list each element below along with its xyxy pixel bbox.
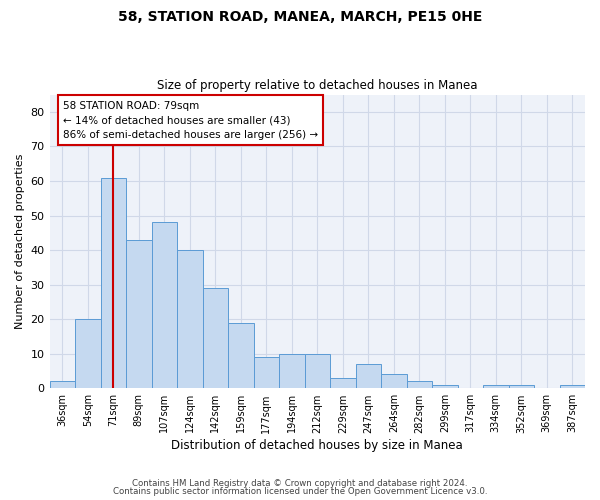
- Bar: [432, 385, 458, 388]
- Bar: [407, 382, 432, 388]
- Bar: [50, 382, 75, 388]
- X-axis label: Distribution of detached houses by size in Manea: Distribution of detached houses by size …: [172, 440, 463, 452]
- Bar: [356, 364, 381, 388]
- Bar: [483, 385, 509, 388]
- Bar: [126, 240, 152, 388]
- Bar: [203, 288, 228, 388]
- Bar: [75, 319, 101, 388]
- Bar: [560, 385, 585, 388]
- Bar: [101, 178, 126, 388]
- Bar: [152, 222, 177, 388]
- Bar: [228, 322, 254, 388]
- Text: 58 STATION ROAD: 79sqm
← 14% of detached houses are smaller (43)
86% of semi-det: 58 STATION ROAD: 79sqm ← 14% of detached…: [63, 100, 318, 140]
- Bar: [305, 354, 330, 388]
- Title: Size of property relative to detached houses in Manea: Size of property relative to detached ho…: [157, 79, 478, 92]
- Bar: [330, 378, 356, 388]
- Bar: [381, 374, 407, 388]
- Text: 58, STATION ROAD, MANEA, MARCH, PE15 0HE: 58, STATION ROAD, MANEA, MARCH, PE15 0HE: [118, 10, 482, 24]
- Text: Contains public sector information licensed under the Open Government Licence v3: Contains public sector information licen…: [113, 487, 487, 496]
- Bar: [254, 357, 279, 388]
- Bar: [509, 385, 534, 388]
- Bar: [279, 354, 305, 388]
- Y-axis label: Number of detached properties: Number of detached properties: [15, 154, 25, 329]
- Bar: [177, 250, 203, 388]
- Text: Contains HM Land Registry data © Crown copyright and database right 2024.: Contains HM Land Registry data © Crown c…: [132, 478, 468, 488]
